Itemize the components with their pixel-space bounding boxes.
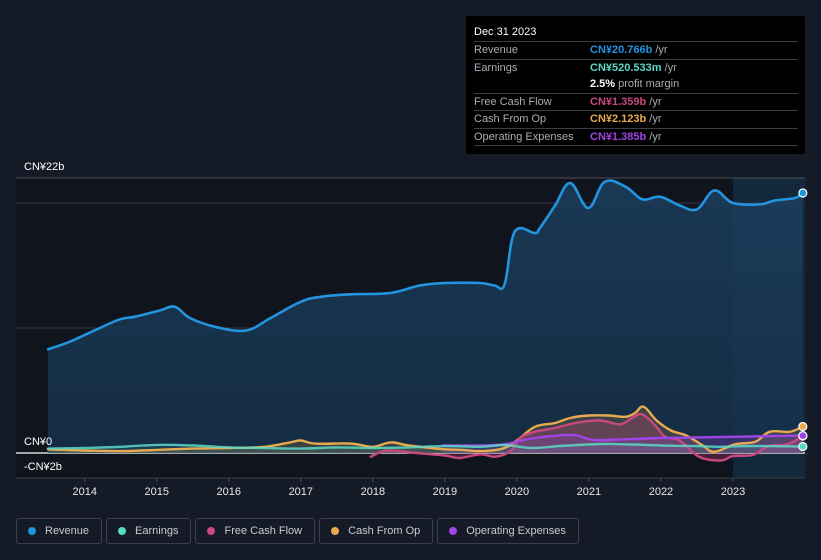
legend-item-free-cash-flow[interactable]: Free Cash Flow <box>195 518 316 544</box>
tooltip-row-cash-from-op: Cash From Op CN¥2.123b /yr <box>474 111 798 129</box>
revenue-endpoint <box>798 188 808 198</box>
tooltip-unit: /yr <box>664 61 677 74</box>
legend: Revenue Earnings Free Cash Flow Cash Fro… <box>16 518 579 544</box>
x-tick-label: 2019 <box>433 486 457 498</box>
x-axis: 2014 2015 2016 2017 2018 2019 2020 2021 2022 2023 <box>72 478 745 498</box>
revenue-area <box>48 180 803 454</box>
legend-dot-icon <box>331 527 340 535</box>
x-tick-label: 2017 <box>289 486 313 498</box>
tooltip-label: Cash From Op <box>474 113 547 125</box>
free-cash-flow-line <box>369 412 804 462</box>
tooltip-unit: /yr <box>655 44 668 56</box>
x-tick-label: 2014 <box>72 486 96 498</box>
tooltip-unit: /yr <box>649 130 662 143</box>
tooltip-row-revenue: Revenue CN¥20.766b /yr <box>474 42 798 60</box>
legend-label: Free Cash Flow <box>224 525 303 537</box>
legend-dot-icon <box>207 527 216 535</box>
revenue-line <box>46 179 805 351</box>
earnings-endpoint <box>798 441 808 452</box>
earnings-line <box>46 442 804 450</box>
x-tick-label: 2018 <box>361 486 385 498</box>
tooltip-label: Operating Expenses <box>474 130 574 143</box>
legend-dot-icon <box>449 527 458 535</box>
y-axis: CN¥22b CN¥0 -CN¥2b <box>24 161 64 473</box>
tooltip-label: Revenue <box>474 44 519 56</box>
tooltip-label: Free Cash Flow <box>474 95 552 108</box>
x-tick-label: 2023 <box>721 486 745 498</box>
legend-dot-icon <box>28 527 36 535</box>
tooltip-value: CN¥20.766b <box>590 44 653 56</box>
tooltip-value: CN¥520.533m <box>590 61 662 74</box>
tooltip-unit: /yr <box>649 95 662 108</box>
tooltip-label <box>474 76 590 93</box>
tooltip-row-profit-margin: 2.5% profit margin <box>474 76 798 94</box>
y-tick-label: CN¥22b <box>24 161 64 173</box>
tooltip-value: CN¥1.385b <box>590 130 647 143</box>
series-endpoints <box>798 188 808 452</box>
x-tick-label: 2016 <box>217 486 241 498</box>
legend-label: Earnings <box>135 525 179 537</box>
x-tick-label: 2022 <box>649 486 673 498</box>
free-cash-flow-area <box>370 413 803 461</box>
tooltip-value: CN¥1.359b <box>590 95 647 108</box>
tooltip-value: 2.5% <box>590 78 616 90</box>
tooltip-value: CN¥2.123b <box>590 113 647 125</box>
x-tick-label: 2015 <box>145 486 169 498</box>
tooltip-unit: /yr <box>649 113 662 125</box>
tooltip-row-operating-expenses: Operating Expenses CN¥1.385b /yr <box>474 129 798 146</box>
tooltip-row-free-cash-flow: Free Cash Flow CN¥1.359b /yr <box>474 94 798 111</box>
legend-item-revenue[interactable]: Revenue <box>16 518 103 544</box>
legend-label: Operating Expenses <box>466 525 566 537</box>
series-lines <box>46 179 805 462</box>
cash-from-op-endpoint <box>798 421 808 432</box>
y-tick-label: CN¥0 <box>24 436 52 448</box>
tooltip-date: Dec 31 2023 <box>474 24 798 42</box>
legend-dot-icon <box>118 527 127 535</box>
tooltip-unit: profit margin <box>618 78 680 90</box>
x-tick-label: 2020 <box>505 486 529 498</box>
legend-label: Revenue <box>45 525 90 537</box>
operating-expenses-endpoint <box>798 431 808 441</box>
cash-from-op-area <box>48 406 803 453</box>
x-tick-label: 2021 <box>577 486 601 498</box>
tooltip: Dec 31 2023 Revenue CN¥20.766b /yr Earni… <box>466 16 805 154</box>
legend-item-operating-expenses[interactable]: Operating Expenses <box>437 518 579 544</box>
tooltip-label: Earnings <box>474 61 518 74</box>
tooltip-row-earnings: Earnings CN¥520.533m /yr <box>474 60 798 77</box>
legend-item-earnings[interactable]: Earnings <box>106 518 192 544</box>
y-tick-label: -CN¥2b <box>24 461 62 473</box>
chart: 2014 2015 2016 2017 2018 2019 2020 2021 2022 2023… <box>16 161 808 498</box>
legend-label: Cash From Op <box>348 525 421 537</box>
legend-item-cash-from-op[interactable]: Cash From Op <box>319 518 434 544</box>
